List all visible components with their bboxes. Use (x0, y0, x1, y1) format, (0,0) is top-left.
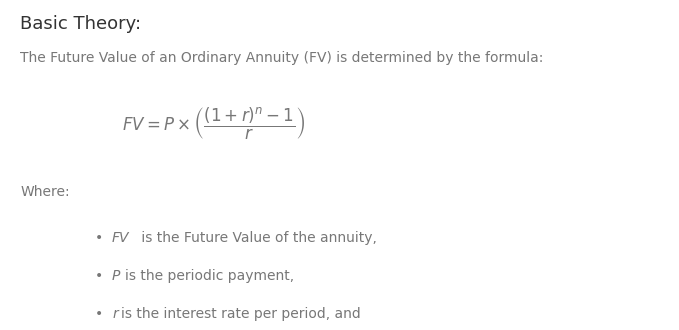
Text: •: • (95, 269, 103, 283)
Text: •: • (95, 307, 103, 321)
Text: The Future Value of an Ordinary Annuity (FV) is determined by the formula:: The Future Value of an Ordinary Annuity … (20, 51, 544, 65)
Text: •: • (95, 231, 103, 245)
Text: r: r (112, 307, 117, 321)
Text: is the periodic payment,: is the periodic payment, (125, 269, 294, 283)
Text: is the interest rate per period, and: is the interest rate per period, and (122, 307, 361, 321)
Text: FV: FV (112, 231, 130, 245)
Text: Where:: Where: (20, 185, 70, 199)
Text: is the Future Value of the annuity,: is the Future Value of the annuity, (136, 231, 377, 245)
Text: $\mathit{FV} = \mathit{P} \times \left( \dfrac{(1+\mathit{r})^{\mathit{n}}-1}{\m: $\mathit{FV} = \mathit{P} \times \left( … (122, 106, 306, 142)
Text: Basic Theory:: Basic Theory: (20, 15, 141, 33)
Text: P: P (112, 269, 120, 283)
